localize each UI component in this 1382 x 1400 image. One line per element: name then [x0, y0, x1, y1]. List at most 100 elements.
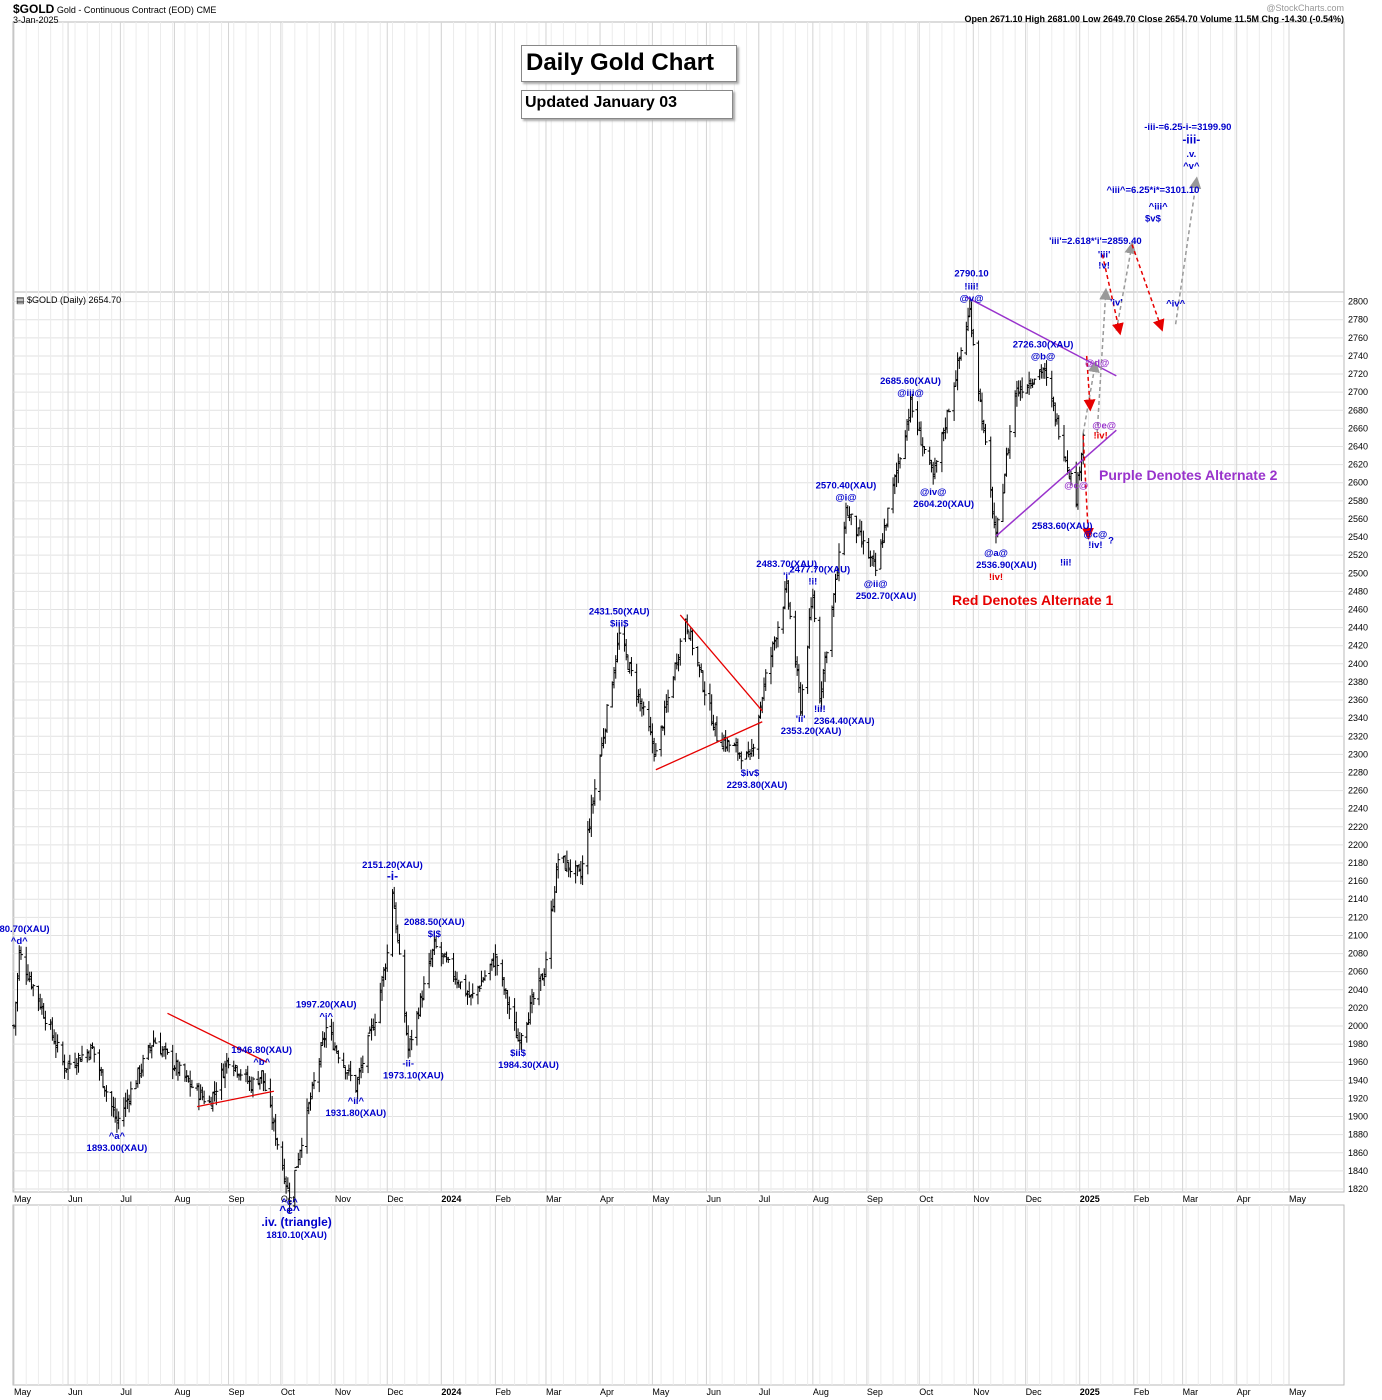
y-tick-label: 2400: [1348, 659, 1368, 669]
x-tick-label-lower: Feb: [1134, 1387, 1150, 1397]
price-bar: [458, 981, 463, 990]
price-bar: [763, 669, 768, 691]
price-bar: [775, 621, 780, 648]
price-bar: [971, 328, 976, 346]
x-tick-label-lower: Sep: [867, 1387, 883, 1397]
price-bar: [446, 956, 451, 963]
wave-label: 1984.30(XAU): [498, 1060, 559, 1071]
x-tick-label: Jul: [120, 1194, 132, 1204]
price-bar: [202, 1090, 207, 1105]
x-tick-label-lower: Mar: [1183, 1387, 1199, 1397]
x-tick-label-lower: May: [1289, 1387, 1307, 1397]
x-tick-label-lower: Jul: [120, 1387, 132, 1397]
wave-label: ^e^: [279, 1203, 300, 1217]
legend-alternate-1: Red Denotes Alternate 1: [952, 592, 1114, 608]
price-bar: [837, 543, 841, 582]
y-tick-label: 2680: [1348, 405, 1368, 415]
price-bar: [1056, 415, 1061, 440]
price-bar: [1007, 425, 1012, 459]
price-bar: [141, 1054, 146, 1077]
legend-alternate-2: Purple Denotes Alternate 2: [1099, 467, 1278, 483]
x-tick-label: May: [1289, 1194, 1307, 1204]
x-tick-label-lower: Dec: [1026, 1387, 1043, 1397]
price-bar: [556, 853, 561, 879]
wave-label: ^b^: [253, 1057, 270, 1068]
price-bar: [275, 1137, 280, 1150]
y-tick-label: 2700: [1348, 387, 1368, 397]
wave-label: .iv. (triangle): [261, 1215, 331, 1229]
wave-label: ^iii^=6.25*i*=3101.10: [1106, 185, 1199, 196]
price-bar: [421, 976, 426, 1001]
price-bar: [653, 743, 658, 757]
y-tick-label: 2560: [1348, 514, 1368, 524]
wave-label: ^v^: [1183, 161, 1200, 172]
price-bar: [43, 1010, 48, 1031]
price-bar: [482, 970, 487, 981]
x-tick-label: May: [652, 1194, 670, 1204]
projection-arrow: [1115, 241, 1137, 331]
alternate-2-label: @d@: [1085, 358, 1109, 369]
alternate-2-label: @e@: [1092, 421, 1116, 432]
price-bar: [898, 457, 903, 469]
wave-label: 1946.80(XAU): [231, 1045, 292, 1056]
price-bar: [1032, 378, 1037, 385]
wave-label: 2483.70(XAU): [756, 559, 817, 570]
x-tick-label-lower: Sep: [229, 1387, 245, 1397]
price-bar: [666, 689, 671, 713]
price-bar: [292, 1169, 297, 1208]
wave-label: 1893.00(XAU): [87, 1143, 148, 1154]
lower-panel-border: [12, 1204, 1345, 1386]
exchange: CME: [196, 5, 217, 15]
price-bar: [641, 701, 646, 716]
y-tick-label: 2320: [1348, 731, 1368, 741]
panel-label-text: $GOLD (Daily) 2654.70: [27, 295, 122, 305]
y-tick-label: 2340: [1348, 713, 1368, 723]
wave-label: 2570.40(XAU): [816, 481, 877, 492]
price-bar: [324, 1018, 329, 1048]
price-bar: [531, 992, 536, 1006]
y-tick-label: 2160: [1348, 876, 1368, 886]
x-tick-label-lower: Mar: [546, 1387, 562, 1397]
price-bar: [409, 1029, 414, 1051]
price-bar: [781, 606, 786, 634]
wave-label: !ii!: [1060, 557, 1072, 568]
wave-label: 2790.10: [954, 269, 988, 280]
wave-label: 2477.70(XAU): [789, 564, 850, 575]
wave-label: @iv@: [920, 487, 946, 498]
price-bar: [885, 507, 890, 528]
wave-label: 'iii'=2.618*'i'=2859.40: [1049, 236, 1142, 247]
x-tick-label: Jun: [68, 1194, 83, 1204]
y-tick-label: 1900: [1348, 1112, 1368, 1122]
price-bar: [1068, 471, 1073, 486]
price-bar: [849, 513, 854, 526]
price-bar: [299, 1137, 304, 1158]
y-tick-label: 2220: [1348, 822, 1368, 832]
price-bar: [800, 684, 805, 717]
x-tick-label-lower: May: [14, 1387, 32, 1397]
price-bar: [751, 743, 756, 757]
price-bar: [80, 1045, 85, 1062]
x-tick-label-lower: Aug: [813, 1387, 829, 1397]
wave-label: -i-: [387, 869, 398, 883]
wave-label: 2293.80(XAU): [727, 780, 788, 791]
x-tick-label-lower: Apr: [1237, 1387, 1251, 1397]
wave-label: 2502.70(XAU): [856, 591, 917, 602]
x-tick-label: Jul: [759, 1194, 771, 1204]
price-bar: [678, 638, 683, 666]
price-bar: [434, 936, 439, 949]
price-bar: [165, 1048, 170, 1055]
wave-label: !v!: [1098, 260, 1110, 271]
y-tick-label: 2260: [1348, 786, 1368, 796]
price-bar: [493, 944, 498, 976]
price-bar: [756, 714, 761, 760]
alternate-1-label: !iv!: [1094, 431, 1108, 442]
chart-header-symbol: $GOLD Gold - Continuous Contract (EOD) C…: [13, 2, 216, 16]
wave-label: @iii@: [897, 388, 923, 399]
y-tick-label: 2660: [1348, 423, 1368, 433]
x-tick-label: Dec: [1026, 1194, 1043, 1204]
wave-label: @b@: [1031, 351, 1055, 362]
y-tick-label: 2040: [1348, 985, 1368, 995]
price-bar: [617, 622, 622, 650]
price-bar: [592, 779, 597, 806]
y-tick-label: 1940: [1348, 1075, 1368, 1085]
